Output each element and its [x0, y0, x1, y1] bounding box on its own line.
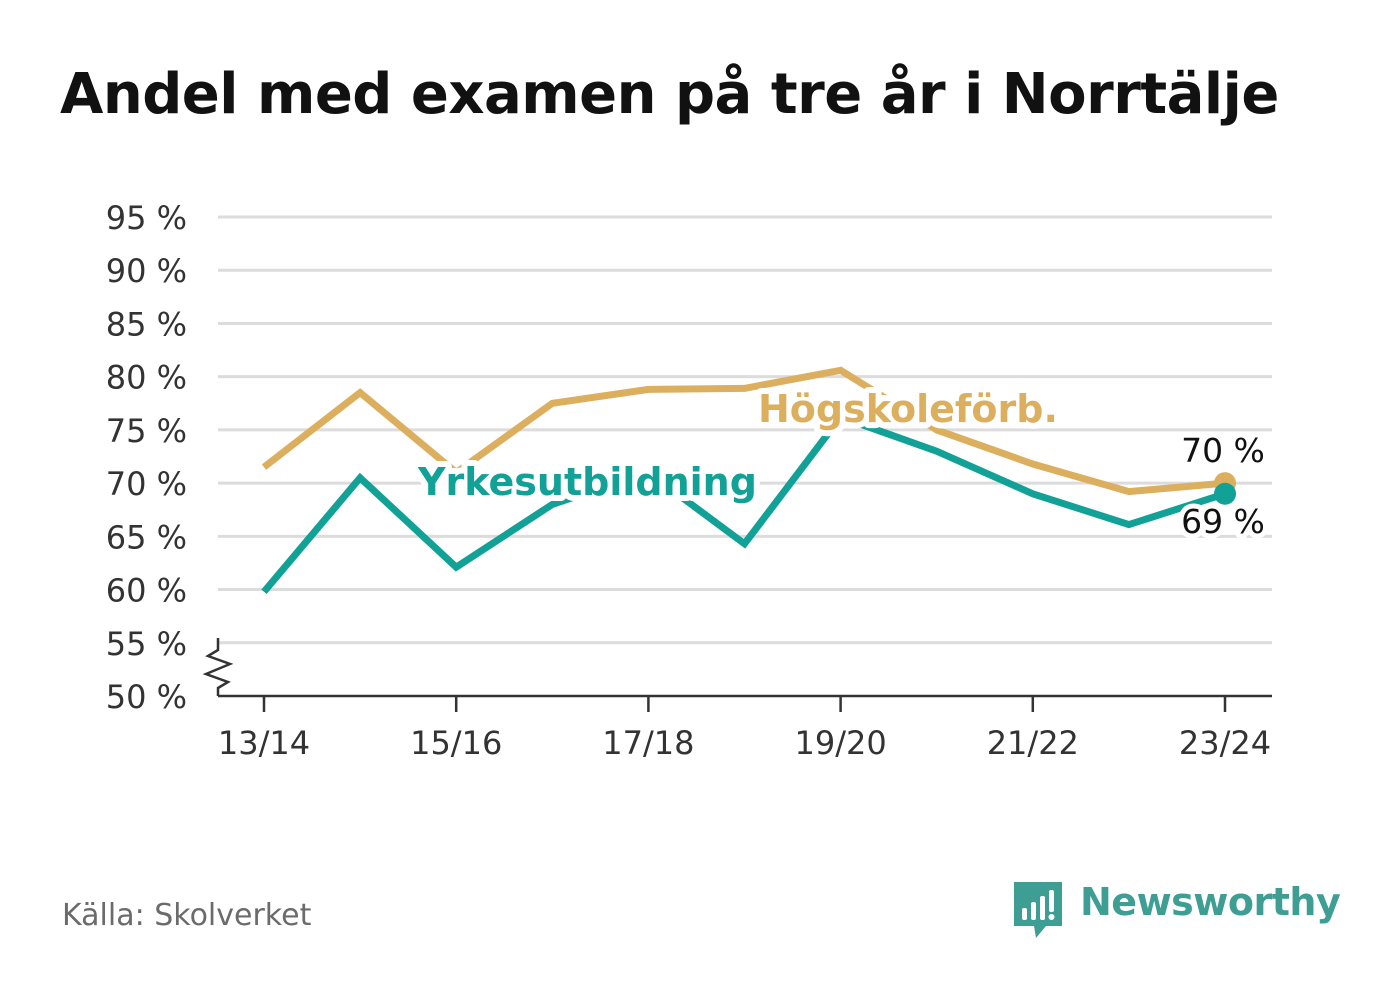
series-lines — [261, 366, 1236, 594]
x-tick-label: 13/14 — [218, 724, 310, 762]
x-tick-label: 19/20 — [794, 724, 886, 762]
y-tick-label: 60 % — [106, 572, 187, 610]
y-tick-label: 85 % — [106, 305, 187, 343]
y-tick-label: 70 % — [106, 465, 187, 503]
x-tick-label: 23/24 — [1179, 724, 1271, 762]
chart-title: Andel med examen på tre år i Norrtälje — [60, 62, 1279, 127]
brand-name: Newsworthy — [1080, 880, 1341, 924]
series-name-label: Yrkesutbildning — [417, 460, 757, 504]
y-tick-label: 80 % — [106, 359, 187, 397]
source-note: Källa: Skolverket — [62, 898, 312, 933]
end-point-marker — [1214, 482, 1236, 505]
y-tick-label: 95 % — [106, 199, 187, 237]
x-axis: 13/14 15/16 17/18 19/20 21/22 23/24 — [218, 694, 1272, 762]
series-line-0 — [261, 366, 1226, 496]
end-value-label: 69 % — [1181, 502, 1265, 541]
y-tick-label: 55 % — [106, 625, 187, 663]
x-tick-label: 17/18 — [602, 724, 694, 762]
newsworthy-logo-icon — [1014, 882, 1062, 938]
series-labels: Högskoleförb.Yrkesutbildning 70 % 69 % — [411, 381, 1270, 546]
series-name-label: Högskoleförb. — [758, 387, 1058, 431]
y-axis-ticks: 50 % 55 % 60 % 65 % 70 % 75 % 80 % 85 % 90 % 95 % — [106, 199, 234, 716]
x-tick-label: 15/16 — [410, 724, 502, 762]
y-tick-label: 75 % — [106, 412, 187, 450]
end-value-label: 70 % — [1181, 431, 1265, 470]
x-tick-label: 21/22 — [987, 724, 1079, 762]
y-tick-label: 50 % — [106, 678, 187, 716]
brand-logo[interactable]: Newsworthy — [1010, 876, 1341, 942]
y-tick-label: 65 % — [106, 518, 187, 556]
y-axis-break-marker — [202, 638, 234, 696]
y-tick-label: 90 % — [106, 252, 187, 290]
gridlines — [218, 215, 1272, 645]
series-line-1 — [261, 412, 1227, 594]
